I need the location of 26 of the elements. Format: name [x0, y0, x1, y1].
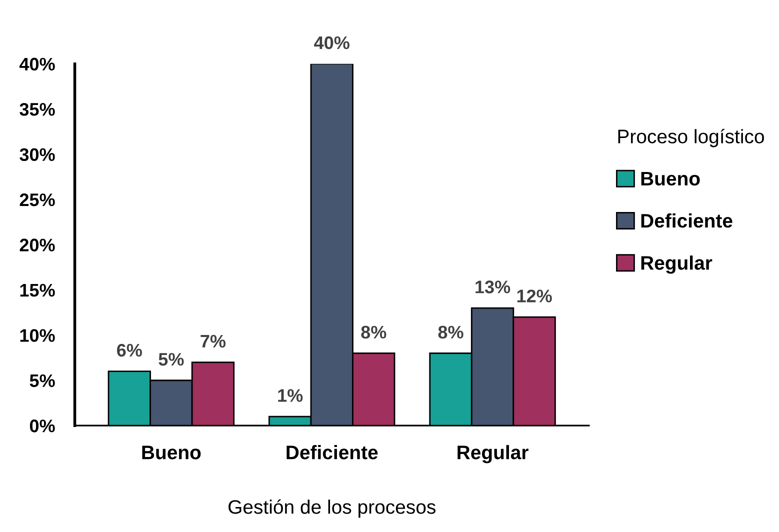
- legend-title: Proceso logístico: [618, 128, 764, 148]
- data-label: 12%: [517, 290, 552, 302]
- legend-label: Bueno: [641, 172, 700, 186]
- y-tick-label: 40%: [19, 58, 55, 71]
- y-tick-label: 35%: [20, 102, 55, 116]
- data-label: 7%: [200, 334, 226, 348]
- y-tick-label: 0%: [30, 420, 55, 432]
- y-tick-label: 20%: [20, 238, 55, 252]
- y-tick-label: 30%: [20, 148, 55, 162]
- data-label: 40%: [314, 36, 350, 50]
- x-axis-title: Gestión de los procesos: [228, 499, 436, 518]
- x-tick-label: Regular: [458, 445, 528, 464]
- y-tick-label: 10%: [20, 329, 55, 342]
- x-tick-label: Bueno: [142, 446, 201, 460]
- legend-label: Regular: [641, 256, 712, 274]
- data-label: 6%: [117, 344, 142, 357]
- legend-label: Deficiente: [641, 213, 732, 228]
- data-label: 8%: [438, 326, 464, 339]
- data-label: 1%: [278, 389, 303, 402]
- x-tick-label: Deficiente: [286, 445, 378, 460]
- data-label: 8%: [361, 326, 386, 339]
- data-label: 13%: [476, 280, 510, 294]
- data-label: 5%: [158, 352, 184, 366]
- y-tick-label: 15%: [20, 284, 55, 297]
- y-tick-label: 25%: [20, 193, 55, 206]
- y-tick-label: 5%: [30, 374, 55, 388]
